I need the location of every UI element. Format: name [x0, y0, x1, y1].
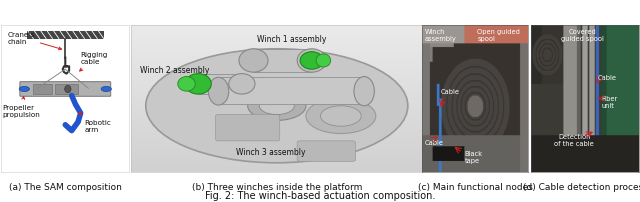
Ellipse shape	[209, 78, 228, 105]
Text: Winch
assembly: Winch assembly	[424, 29, 456, 42]
Circle shape	[306, 99, 376, 134]
FancyBboxPatch shape	[297, 141, 355, 162]
Bar	[33, 84, 52, 95]
Bar	[219, 77, 364, 105]
Ellipse shape	[228, 74, 255, 95]
Text: Detection
of the cable: Detection of the cable	[554, 133, 594, 146]
Ellipse shape	[300, 53, 323, 70]
Text: Open guided
spool: Open guided spool	[477, 29, 520, 42]
Ellipse shape	[19, 87, 29, 92]
Ellipse shape	[146, 49, 408, 163]
Circle shape	[259, 98, 294, 115]
Text: Winch 1 assembly: Winch 1 assembly	[257, 35, 326, 44]
Text: Cable: Cable	[424, 140, 444, 146]
Text: (b) Three winches inside the platform: (b) Three winches inside the platform	[191, 182, 362, 191]
Ellipse shape	[185, 74, 211, 95]
Ellipse shape	[297, 49, 326, 73]
Ellipse shape	[316, 55, 331, 68]
Text: Crane's
chain: Crane's chain	[8, 32, 61, 50]
Text: Robotic
arm: Robotic arm	[79, 113, 111, 132]
Text: Cable: Cable	[440, 89, 460, 95]
Circle shape	[79, 111, 83, 116]
Circle shape	[74, 103, 77, 107]
Ellipse shape	[178, 77, 195, 92]
Circle shape	[321, 106, 361, 127]
Text: Winch 3 assembly: Winch 3 assembly	[236, 147, 306, 156]
Ellipse shape	[101, 87, 111, 92]
FancyBboxPatch shape	[216, 115, 280, 141]
Text: Winch 2 assembly: Winch 2 assembly	[140, 66, 209, 75]
Bar	[27, 32, 104, 39]
Text: Fiber
unit: Fiber unit	[601, 95, 618, 108]
Text: Rigging
cable: Rigging cable	[79, 52, 108, 72]
Circle shape	[248, 92, 306, 121]
Bar	[55, 84, 78, 95]
Bar	[198, 74, 242, 95]
FancyBboxPatch shape	[20, 82, 111, 97]
Circle shape	[65, 86, 71, 93]
Ellipse shape	[239, 49, 268, 73]
Text: Propeller
propulsion: Propeller propulsion	[3, 97, 40, 117]
Text: Covered
guided spool: Covered guided spool	[561, 29, 604, 42]
Circle shape	[76, 120, 80, 124]
Text: (a) The SAM composition: (a) The SAM composition	[9, 182, 122, 191]
Text: (d) Cable detection process: (d) Cable detection process	[522, 182, 640, 191]
Text: Black
tape: Black tape	[465, 151, 483, 164]
Bar	[253, 49, 312, 73]
Text: (c) Main functional nodes: (c) Main functional nodes	[418, 182, 532, 191]
Ellipse shape	[354, 77, 374, 106]
Text: Fig. 2: The winch-based actuation composition.: Fig. 2: The winch-based actuation compos…	[205, 190, 435, 200]
Text: Cable: Cable	[598, 74, 617, 80]
